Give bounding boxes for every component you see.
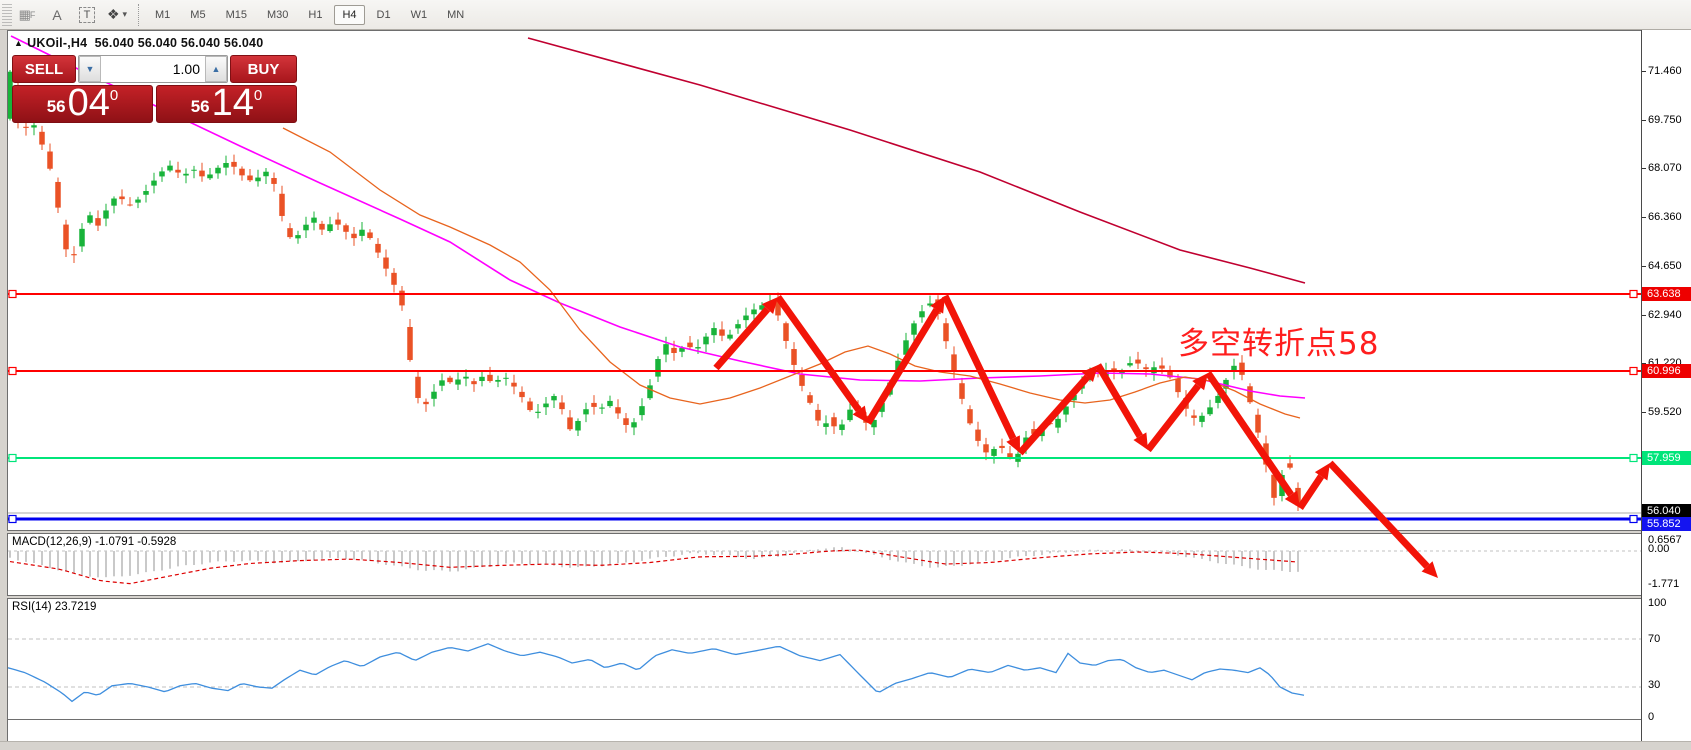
price-tick-label: 64.650 bbox=[1648, 260, 1682, 272]
price-tick-label: 62.940 bbox=[1648, 309, 1682, 321]
rsi-axis-label: 70 bbox=[1648, 633, 1661, 645]
macd-label: MACD(12,26,9) -1.0791 -0.5928 bbox=[12, 536, 177, 548]
price-tick bbox=[1642, 363, 1646, 364]
price-tick bbox=[1642, 71, 1646, 72]
volume-stepper: ▼ 1.00 ▲ bbox=[78, 55, 228, 83]
macd-axis-label: 0.6567 bbox=[1648, 534, 1682, 546]
crosshair-grid-icon[interactable]: ▦ F bbox=[18, 6, 36, 22]
price-badge: 57.959 bbox=[1642, 451, 1691, 465]
one-click-trade-panel: SELL ▼ 1.00 ▲ BUY 56 04 0 56 14 0 bbox=[12, 55, 297, 123]
shapes-arrows-icon[interactable]: ❖ ▾ bbox=[106, 6, 128, 22]
price-tick bbox=[1642, 217, 1646, 218]
timeframe-m15[interactable]: M15 bbox=[225, 8, 247, 21]
price-tick bbox=[1642, 266, 1646, 267]
rsi-axis-label: 0 bbox=[1648, 711, 1655, 723]
price-tick bbox=[1642, 120, 1646, 121]
macd-axis-label: -1.771 bbox=[1648, 578, 1680, 590]
volume-input[interactable]: 1.00 bbox=[172, 61, 200, 77]
sell-button[interactable]: SELL bbox=[12, 55, 76, 83]
price-tick-label: 59.520 bbox=[1648, 406, 1682, 418]
toolbar-grip[interactable] bbox=[2, 3, 12, 26]
price-tick-label: 66.360 bbox=[1648, 211, 1682, 223]
ohlc-values: 56.040 56.040 56.040 56.040 bbox=[94, 36, 264, 50]
timeframe-mn[interactable]: MN bbox=[447, 8, 465, 21]
price-badge: 56.040 bbox=[1642, 504, 1691, 518]
price-tick bbox=[1642, 315, 1646, 316]
volume-down-button[interactable]: ▼ bbox=[79, 56, 101, 82]
collapse-icon[interactable]: ▲ bbox=[14, 38, 24, 48]
text-cursor-icon[interactable]: A bbox=[52, 6, 62, 23]
timeframe-w1[interactable]: W1 bbox=[410, 8, 428, 21]
price-tick-label: 69.750 bbox=[1648, 114, 1682, 126]
toolbar: ▦ F A T ❖ ▾ M1 M5 M15 M30 H1 H4 D1 W1 MN bbox=[0, 0, 1691, 30]
chevron-down-icon: ▾ bbox=[122, 9, 128, 19]
bid-quote[interactable]: 56 04 0 bbox=[12, 84, 153, 123]
price-tick-label: 68.070 bbox=[1648, 162, 1682, 174]
price-badge: 63.638 bbox=[1642, 287, 1691, 301]
macd-canvas[interactable] bbox=[8, 534, 1641, 595]
price-axis[interactable]: 71.460 69.750 68.070 66.360 64.650 62.940 61.2… bbox=[1641, 30, 1691, 741]
chart-text-annotation: 多空转折点58 bbox=[1178, 326, 1380, 362]
timeframe-m30[interactable]: M30 bbox=[266, 8, 289, 21]
timeframe-d1[interactable]: D1 bbox=[376, 8, 391, 21]
rsi-axis-label: 30 bbox=[1648, 679, 1661, 691]
rsi-axis-label: 100 bbox=[1648, 597, 1667, 609]
macd-axis-label: 0.00 bbox=[1648, 543, 1670, 555]
timeframe-m1[interactable]: M1 bbox=[155, 8, 171, 21]
timeframe-group: M1 M5 M15 M30 H1 H4 D1 W1 MN bbox=[145, 4, 474, 25]
dock-strip bbox=[0, 30, 7, 750]
chart-title: ▲ UKOil-,H4 56.040 56.040 56.040 56.040 bbox=[14, 36, 263, 50]
price-tick-label: 71.460 bbox=[1648, 65, 1682, 77]
timeframe-m5[interactable]: M5 bbox=[190, 8, 206, 21]
price-badge: 60.996 bbox=[1642, 364, 1691, 378]
ask-quote[interactable]: 56 14 0 bbox=[156, 84, 297, 123]
rsi-label: RSI(14) 23.7219 bbox=[12, 601, 97, 613]
price-badge: 55.852 bbox=[1642, 517, 1691, 531]
buy-button[interactable]: BUY bbox=[230, 55, 297, 83]
price-tick bbox=[1642, 412, 1646, 413]
symbol-label: UKOil-,H4 bbox=[27, 36, 88, 50]
timeframe-h1[interactable]: H1 bbox=[308, 8, 323, 21]
timeframe-h4[interactable]: H4 bbox=[334, 4, 365, 25]
toolbar-separator bbox=[138, 3, 139, 26]
volume-up-button[interactable]: ▲ bbox=[205, 56, 227, 82]
status-strip bbox=[0, 741, 1691, 750]
rsi-canvas[interactable] bbox=[8, 599, 1641, 719]
time-axis[interactable] bbox=[7, 720, 1642, 741]
price-tick bbox=[1642, 168, 1646, 169]
text-label-icon[interactable]: T bbox=[74, 3, 100, 27]
